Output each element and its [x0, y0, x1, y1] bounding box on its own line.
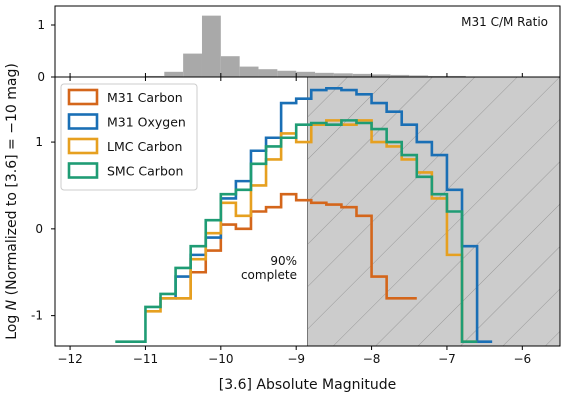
x-tick-label: −8 [363, 352, 381, 366]
top-panel-title: M31 C/M Ratio [461, 15, 548, 29]
y-tick-label: 1 [35, 135, 43, 149]
legend-label: M31 Carbon [107, 90, 183, 105]
legend-swatch [67, 88, 99, 106]
top-panel: 0 1 M31 C/M Ratio [37, 5, 561, 84]
top-bar [145, 75, 165, 77]
legend-label: SMC Carbon [107, 164, 183, 179]
x-tick-label: −6 [513, 352, 531, 366]
top-bar [220, 56, 240, 77]
top-bar [164, 71, 184, 77]
y-tick-label: -1 [31, 309, 43, 323]
top-bar [371, 74, 391, 77]
completeness-annotation-line1: 90% [270, 254, 297, 268]
incompleteness-hatch [307, 77, 560, 346]
legend-label: M31 Oxygen [107, 115, 186, 130]
x-tick-label: −11 [133, 352, 158, 366]
legend-swatch [67, 113, 99, 130]
x-tick-label: −10 [208, 352, 233, 366]
x-axis-label: [3.6] Absolute Magnitude [219, 377, 396, 393]
series-line [175, 192, 417, 300]
top-bar [183, 53, 202, 77]
top-bar [409, 75, 429, 77]
top-bar [296, 71, 316, 77]
top-bar [390, 74, 410, 77]
top-bar [239, 66, 259, 77]
top-bar [446, 75, 466, 77]
top-bar [352, 73, 372, 77]
main-panel-frame [54, 76, 561, 347]
main-panel: −12 −11 −10 −9 −8 −7 −6 -1 0 1 [3.6] Absolute Magn… [4, 63, 561, 393]
top-y-tick-label: 1 [37, 18, 45, 32]
top-bar [333, 73, 353, 77]
top-y-tick-label: 0 [37, 70, 45, 84]
top-bar [258, 69, 278, 77]
x-tick-label: −9 [287, 352, 305, 366]
y-tick-label: 0 [35, 222, 43, 236]
x-tick-label: −7 [438, 352, 456, 366]
top-panel-background [55, 6, 560, 77]
y-axis-label: Log N (Normalized to [3.6] = −10 mag) [4, 63, 20, 340]
series-line [115, 119, 478, 343]
top-bar [277, 70, 297, 77]
x-tick-label: −12 [57, 352, 82, 366]
top-bar [428, 75, 447, 77]
completeness-annotation-line2: complete [241, 268, 297, 282]
legend-swatch [67, 137, 99, 155]
top-bar [315, 72, 334, 77]
legend-label: LMC Carbon [107, 139, 182, 154]
legend-swatch [67, 162, 99, 179]
top-bar [201, 15, 221, 78]
